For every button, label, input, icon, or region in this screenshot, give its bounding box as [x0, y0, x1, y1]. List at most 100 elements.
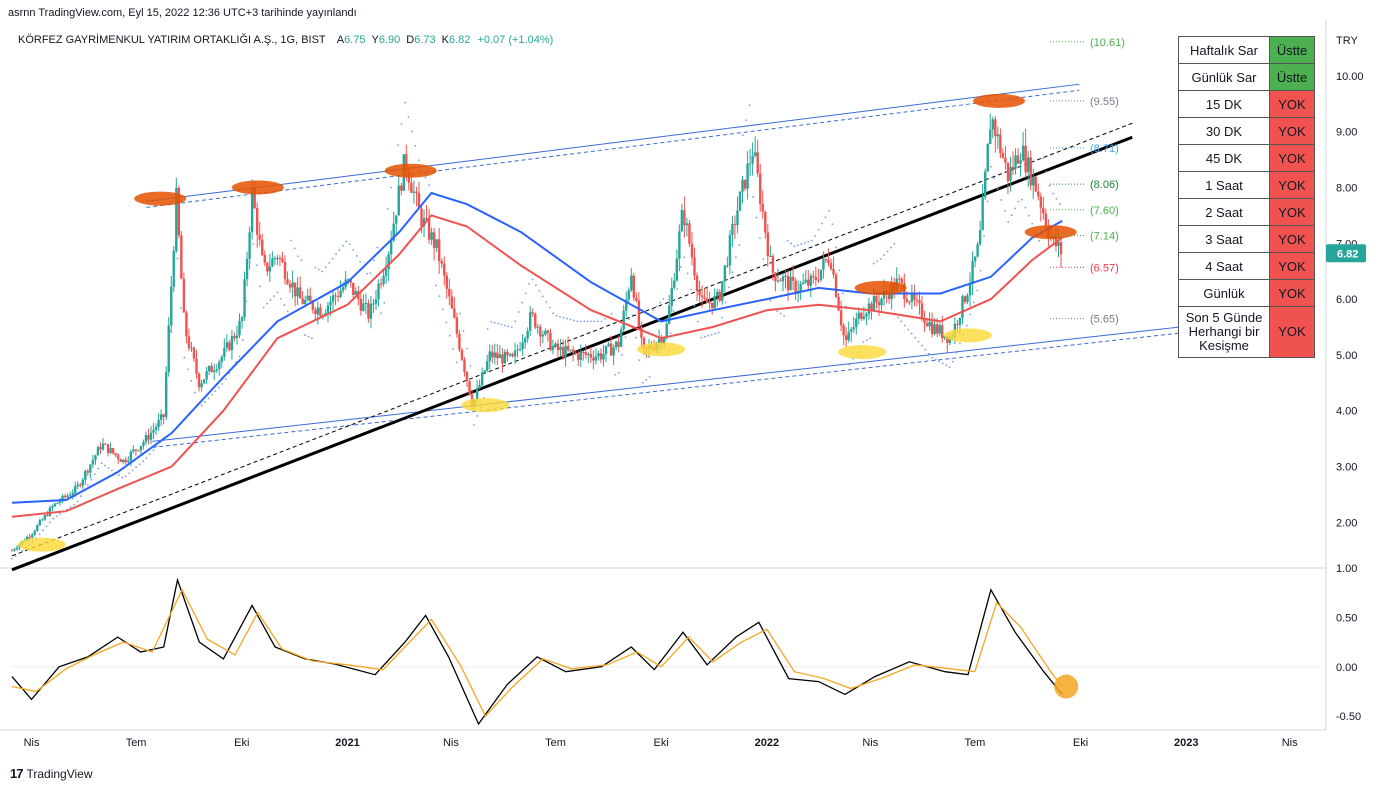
candle-body	[377, 283, 380, 300]
tradingview-logo: 17 TradingView	[10, 766, 93, 781]
candle-body	[786, 275, 790, 291]
sar-dot	[410, 130, 413, 133]
candle-body	[114, 453, 117, 456]
candle-body	[341, 287, 345, 291]
signal-row: 30 DK YOK	[1178, 117, 1315, 145]
candle-body	[688, 223, 691, 244]
signal-label: 2 Saat	[1178, 198, 1270, 226]
sar-dot	[1048, 184, 1051, 187]
candle-body	[531, 312, 534, 314]
candle-body	[566, 345, 570, 351]
sar-dot	[910, 332, 913, 335]
signal-status: YOK	[1269, 225, 1315, 253]
candle-body	[622, 310, 625, 330]
sar-dot	[869, 337, 872, 340]
sar-dot	[555, 314, 558, 317]
sar-dot	[569, 318, 572, 321]
candle-body	[865, 314, 868, 317]
candle-body	[162, 414, 165, 417]
candle-body	[483, 370, 486, 373]
support-highlight	[637, 342, 686, 357]
sar-dot	[779, 312, 782, 315]
sar-dot	[535, 284, 537, 287]
candle-body	[781, 276, 785, 282]
candle-body	[784, 275, 787, 277]
candle-body	[1021, 145, 1025, 161]
candle-body	[753, 152, 757, 156]
sar-dot	[807, 240, 810, 243]
candle-body	[774, 272, 777, 282]
candle-body	[503, 351, 507, 364]
candle-body	[943, 336, 946, 339]
signal-status: YOK	[1269, 117, 1315, 145]
sar-dot	[879, 257, 882, 260]
candle-body	[523, 338, 527, 343]
candle-body	[405, 154, 408, 172]
candle-body	[415, 191, 418, 193]
candle-body	[278, 258, 282, 260]
price-tick: 6.00	[1336, 294, 1357, 306]
candle-body	[807, 279, 810, 286]
candle-body	[804, 279, 807, 283]
candle-body	[417, 192, 421, 209]
sar-dot	[734, 256, 737, 259]
sar-dot	[14, 555, 17, 557]
sar-dot	[476, 415, 479, 417]
candle-body	[139, 445, 143, 451]
level-label: (5.65)	[1090, 314, 1119, 326]
candle-body	[465, 372, 469, 382]
sar-dot	[700, 336, 703, 339]
candle-body	[129, 451, 133, 461]
candle-body	[817, 279, 820, 281]
candle-body	[43, 514, 47, 520]
signal-status: YOK	[1269, 198, 1315, 226]
time-tick: Tem	[126, 737, 147, 749]
candle-body	[642, 337, 646, 348]
candle-body	[630, 275, 633, 291]
candle-body	[491, 351, 494, 358]
candle-body	[938, 325, 941, 334]
sar-dot	[724, 301, 727, 304]
candle-body	[508, 354, 512, 356]
candle-body	[205, 371, 208, 380]
sar-dot	[279, 297, 282, 300]
candle-body	[197, 373, 201, 388]
candle-body	[501, 354, 504, 364]
signal-status: YOK	[1269, 171, 1315, 199]
sar-dot	[107, 467, 110, 469]
sar-dot	[1010, 214, 1013, 217]
candle-body	[930, 321, 934, 335]
candle-body	[1001, 153, 1005, 158]
candle-body	[271, 258, 274, 267]
candle-body	[41, 519, 44, 521]
candle-body	[832, 268, 835, 275]
sar-dot	[1031, 222, 1034, 225]
sar-dot	[348, 243, 351, 245]
candle-body	[215, 368, 218, 371]
candle-body	[789, 276, 792, 291]
candle-body	[991, 119, 994, 130]
candle-body	[389, 240, 393, 255]
sar-dot	[617, 371, 620, 374]
candle-body	[994, 119, 997, 137]
candle-body	[458, 333, 461, 350]
sar-dot	[731, 271, 734, 274]
candle-body	[213, 370, 216, 373]
sar-dot	[831, 223, 834, 226]
symbol-name[interactable]: KÖRFEZ GAYRİMENKUL YATIRIM ORTAKLIĞI A.Ş…	[18, 34, 326, 46]
level-label: (6.57)	[1090, 262, 1119, 274]
signal-line	[11, 588, 1063, 718]
sar-dot	[404, 101, 406, 104]
candle-body	[614, 341, 618, 348]
candle-body	[56, 502, 59, 504]
candle-body	[250, 187, 254, 233]
candle-body	[28, 536, 31, 538]
sar-dot	[938, 360, 941, 363]
candle-body	[448, 288, 451, 297]
candle-body	[475, 388, 479, 400]
sar-dot	[180, 307, 182, 310]
candle-body	[1016, 155, 1020, 164]
time-tick: Nis	[443, 737, 459, 749]
candle-body	[81, 479, 84, 486]
